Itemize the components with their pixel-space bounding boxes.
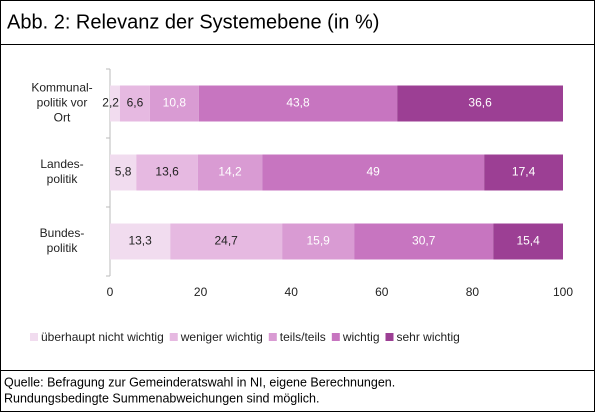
bar-segment (397, 85, 563, 122)
bar-segment (119, 85, 150, 122)
legend-swatch (331, 333, 340, 341)
value-label: 13,6 (155, 165, 179, 179)
x-tick-label: 80 (466, 285, 480, 299)
bar-segment (149, 85, 199, 122)
value-label: 13,3 (128, 234, 152, 248)
y-tick-label: Bundes-politik (40, 226, 85, 255)
value-label: 5,8 (115, 165, 132, 179)
y-tick-label: Kommunal-politik vor Ort (31, 81, 92, 125)
value-label: 49 (367, 165, 381, 179)
bar-segment (282, 223, 355, 260)
source-note: Rundungsbedingte Summenabweichungen sind… (4, 391, 320, 405)
bar-segment (136, 154, 198, 191)
value-label: 43,8 (286, 96, 310, 110)
x-tick-label: 60 (375, 285, 389, 299)
legend-label: weniger wichtig (180, 330, 263, 344)
bar-segment (110, 154, 137, 191)
value-label: 15,4 (516, 234, 540, 248)
source-note: Quelle: Befragung zur Gemeinderatswahl i… (4, 375, 395, 389)
value-label: 17,4 (512, 165, 536, 179)
legend-swatch (268, 333, 277, 341)
bar-segment (110, 85, 120, 122)
bar-segment (170, 223, 283, 260)
legend-label: sehr wichtig (397, 330, 460, 344)
legend-label: überhaupt nicht wichtig (41, 330, 164, 344)
y-tick-label: Landes-politik (40, 157, 83, 186)
bar-segment (197, 154, 263, 191)
value-label: 15,9 (306, 234, 330, 248)
x-tick-label: 0 (107, 285, 114, 299)
value-label: 10,8 (163, 96, 187, 110)
value-label: 6,6 (127, 96, 144, 110)
legend-label: wichtig (342, 330, 380, 344)
legend-label: teils/teils (280, 330, 326, 344)
value-label: 36,6 (468, 96, 492, 110)
bar-segment (354, 223, 494, 260)
legend-swatch (385, 333, 394, 341)
value-label: 2,2 (102, 96, 119, 110)
legend-swatch (30, 333, 38, 341)
value-label: 24,7 (215, 234, 239, 248)
value-label: 14,2 (218, 165, 242, 179)
legend-swatch (169, 333, 178, 341)
x-tick-label: 40 (285, 285, 299, 299)
value-label: 30,7 (412, 234, 436, 248)
x-tick-label: 20 (194, 285, 208, 299)
chart-title: Abb. 2: Relevanz der Systemebene (in %) (7, 11, 379, 33)
x-tick-label: 100 (553, 285, 573, 299)
bar-segment (198, 85, 398, 122)
bar-segment (493, 223, 563, 260)
bar-segment (484, 154, 563, 191)
bar-segment (110, 223, 171, 260)
bar-segment (262, 154, 485, 191)
